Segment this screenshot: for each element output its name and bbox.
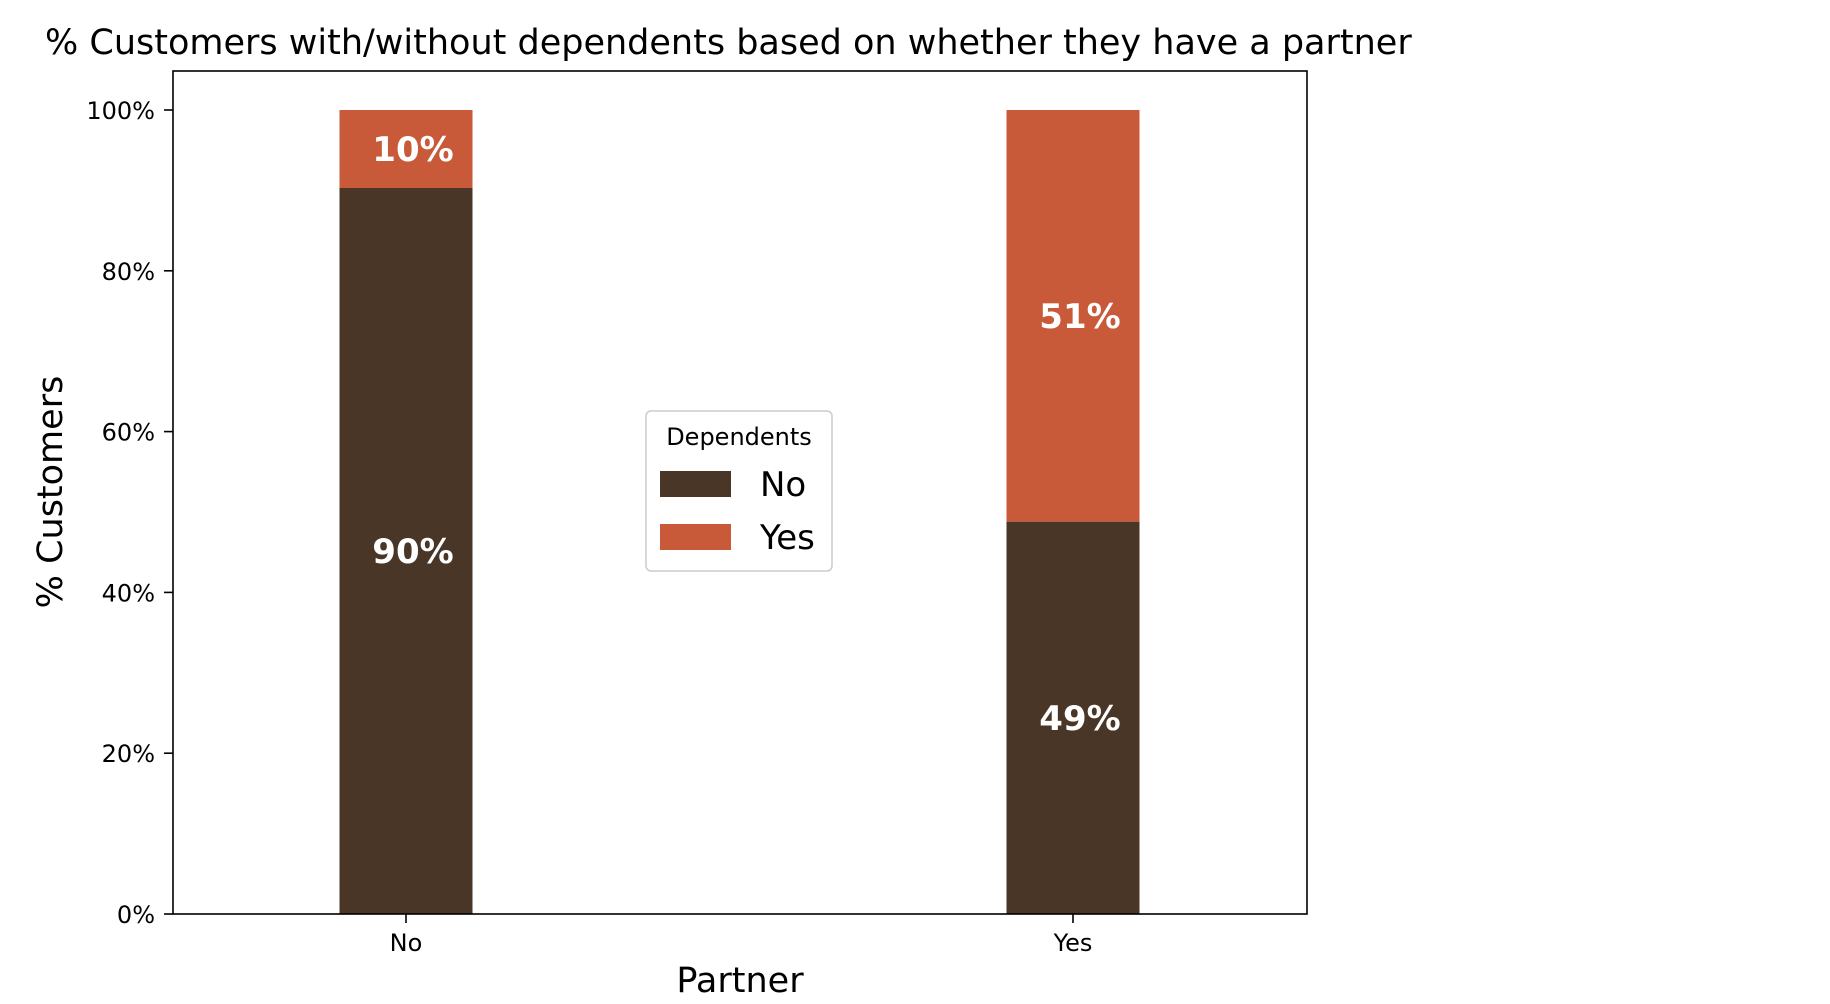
bar-label-yes-yes: 51% [1039, 297, 1120, 337]
legend-label-no: No [760, 465, 806, 505]
x-tick-label: No [390, 929, 423, 957]
bar-label-yes-no: 49% [1039, 699, 1120, 739]
legend-swatch-no [660, 471, 731, 497]
y-tick-label: 100% [86, 97, 155, 125]
legend: Dependents No Yes [645, 410, 833, 572]
y-axis: 0% 20% 40% 60% 80% 100% [86, 97, 173, 929]
bar-label-no-yes: 10% [372, 130, 453, 170]
y-tick-label: 20% [102, 740, 155, 768]
chart-title: % Customers with/without dependents base… [45, 23, 1412, 63]
x-tick-label: Yes [1053, 929, 1093, 957]
y-axis-label: % Customers [31, 376, 71, 609]
legend-title: Dependents [666, 423, 812, 451]
y-tick-label: 60% [102, 419, 155, 447]
bar-label-no-no: 90% [372, 532, 453, 572]
x-axis: No Yes [390, 914, 1093, 957]
y-tick-label: 80% [102, 258, 155, 286]
bars-layer [339, 110, 1140, 914]
bar-no-yes [339, 110, 473, 188]
y-tick-label: 0% [117, 901, 155, 929]
plot-frame [172, 70, 1308, 915]
legend-label-yes: Yes [759, 518, 815, 558]
legend-items: No Yes [660, 465, 815, 558]
legend-swatch-yes [660, 524, 731, 550]
bar-yes-no [1006, 521, 1140, 914]
x-axis-label: Partner [676, 961, 804, 1001]
y-tick-label: 40% [102, 579, 155, 607]
bar-yes-yes [1006, 110, 1140, 522]
bar-no-no [339, 187, 473, 914]
bar-labels-layer: 90% 10% 49% 51% [372, 130, 1120, 739]
